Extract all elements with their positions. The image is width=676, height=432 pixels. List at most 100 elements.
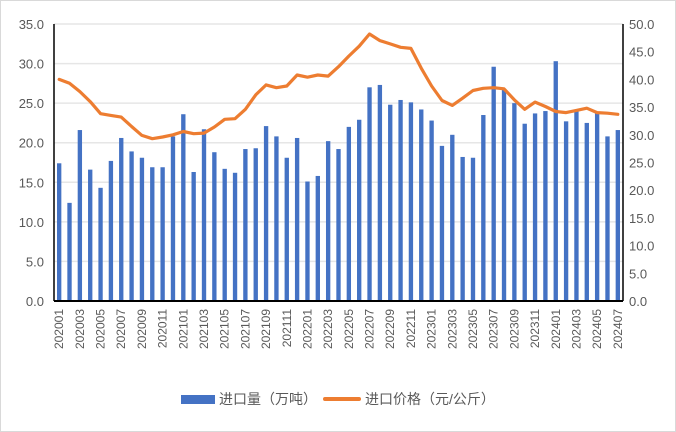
svg-text:30.0: 30.0 xyxy=(19,57,44,72)
bar-202007 xyxy=(119,137,124,301)
svg-text:202111: 202111 xyxy=(280,309,294,348)
svg-text:202211: 202211 xyxy=(404,309,418,348)
bar-202405 xyxy=(594,111,600,301)
svg-text:202201: 202201 xyxy=(300,309,314,349)
svg-text:202003: 202003 xyxy=(73,309,87,349)
right-axis-ticks: 0.0 5.0 10.0 15.0 20.0 25.0 30.0 35.0 40.0 45.0 50… xyxy=(629,17,654,309)
svg-text:202209: 202209 xyxy=(383,309,397,349)
svg-text:202309: 202309 xyxy=(507,309,521,349)
bar-202110 xyxy=(274,136,279,301)
svg-text:20.0: 20.0 xyxy=(19,136,44,151)
bar-202111 xyxy=(284,157,289,301)
bar-202303 xyxy=(450,134,455,301)
svg-text:202405: 202405 xyxy=(590,309,604,349)
svg-text:202401: 202401 xyxy=(549,309,563,349)
svg-text:0.0: 0.0 xyxy=(26,294,44,309)
bar-202407 xyxy=(615,130,620,301)
bar-202302 xyxy=(439,145,445,301)
svg-text:35.0: 35.0 xyxy=(629,100,654,115)
svg-text:202009: 202009 xyxy=(135,309,149,349)
svg-text:25.0: 25.0 xyxy=(629,156,654,171)
svg-text:40.0: 40.0 xyxy=(629,72,654,87)
bar-202301 xyxy=(429,120,434,301)
bar-202109 xyxy=(263,126,269,301)
svg-text:0.0: 0.0 xyxy=(629,294,647,309)
bar-202212 xyxy=(419,109,424,301)
svg-text:202105: 202105 xyxy=(218,309,232,349)
svg-text:15.0: 15.0 xyxy=(629,211,654,226)
bar-202406 xyxy=(605,136,610,301)
svg-text:30.0: 30.0 xyxy=(629,128,654,143)
svg-text:202203: 202203 xyxy=(321,309,335,349)
bar-202207 xyxy=(367,87,372,301)
legend-label-price: 进口价格（元/公斤） xyxy=(365,391,495,407)
bar-202012 xyxy=(170,136,176,301)
svg-text:202109: 202109 xyxy=(259,309,273,349)
bar-202201 xyxy=(305,181,310,301)
svg-text:202403: 202403 xyxy=(569,309,583,349)
bar-202306 xyxy=(481,115,486,301)
bar-202208 xyxy=(377,84,383,301)
bar-202101 xyxy=(181,114,186,301)
bar-202105 xyxy=(222,168,227,301)
bar-202310 xyxy=(522,123,527,301)
svg-text:202305: 202305 xyxy=(466,309,480,349)
bar-202403 xyxy=(574,111,579,301)
bar-202205 xyxy=(346,126,352,301)
svg-text:202107: 202107 xyxy=(238,309,252,349)
bar-swatch-icon xyxy=(181,394,216,404)
svg-text:50.0: 50.0 xyxy=(629,17,654,32)
bar-202108 xyxy=(253,148,258,301)
legend-item-volume[interactable]: 进口量（万吨） xyxy=(181,389,317,409)
svg-text:202311: 202311 xyxy=(528,309,542,348)
svg-text:202303: 202303 xyxy=(445,309,459,349)
bar-202103 xyxy=(201,129,207,301)
svg-text:202103: 202103 xyxy=(197,309,211,349)
bar-202005 xyxy=(98,187,103,301)
import-price-line xyxy=(57,32,620,141)
legend-item-price[interactable]: 进口价格（元/公斤） xyxy=(323,389,495,409)
svg-text:202407: 202407 xyxy=(611,309,625,349)
bar-202404 xyxy=(584,122,589,301)
bar-202106 xyxy=(232,172,238,301)
svg-text:202101: 202101 xyxy=(176,309,190,349)
import-volume-bars xyxy=(57,61,620,302)
bar-202402 xyxy=(563,121,569,302)
svg-text:202307: 202307 xyxy=(487,309,501,349)
bar-202002 xyxy=(67,202,72,301)
bar-202104 xyxy=(212,152,217,301)
svg-text:202005: 202005 xyxy=(94,309,108,349)
line-swatch-icon xyxy=(323,397,362,401)
x-axis-ticks: 202001 202003 202005 202007 202009 202011 2021… xyxy=(52,309,625,349)
svg-text:15.0: 15.0 xyxy=(19,175,44,190)
bar-202010 xyxy=(150,167,155,301)
bar-202011 xyxy=(160,167,165,301)
legend: 进口量（万吨） 进口价格（元/公斤） xyxy=(1,389,675,409)
bar-202206 xyxy=(357,119,362,302)
bar-202401 xyxy=(553,61,558,301)
bar-202203 xyxy=(325,141,331,301)
bar-202305 xyxy=(470,157,476,301)
svg-text:5.0: 5.0 xyxy=(629,266,647,281)
bar-202210 xyxy=(398,99,403,301)
bar-202202 xyxy=(315,175,320,301)
bar-202312 xyxy=(543,111,548,301)
svg-text:20.0: 20.0 xyxy=(629,183,654,198)
bar-202009 xyxy=(139,157,145,301)
bar-202112 xyxy=(294,137,300,301)
svg-text:10.0: 10.0 xyxy=(19,215,44,230)
svg-text:202301: 202301 xyxy=(425,309,439,349)
bar-202309 xyxy=(512,103,517,302)
bar-202001 xyxy=(57,163,62,301)
svg-text:25.0: 25.0 xyxy=(19,96,44,111)
bar-202006 xyxy=(108,160,114,301)
axes xyxy=(53,24,624,302)
bar-202003 xyxy=(77,130,83,301)
svg-text:202011: 202011 xyxy=(156,309,170,348)
bar-202204 xyxy=(336,149,341,301)
svg-text:45.0: 45.0 xyxy=(629,45,654,60)
left-axis-ticks: 0.0 5.0 10.0 15.0 20.0 25.0 30.0 35.0 xyxy=(19,17,44,309)
bar-202304 xyxy=(460,156,465,301)
svg-text:5.0: 5.0 xyxy=(26,254,44,269)
bar-202209 xyxy=(388,104,393,302)
